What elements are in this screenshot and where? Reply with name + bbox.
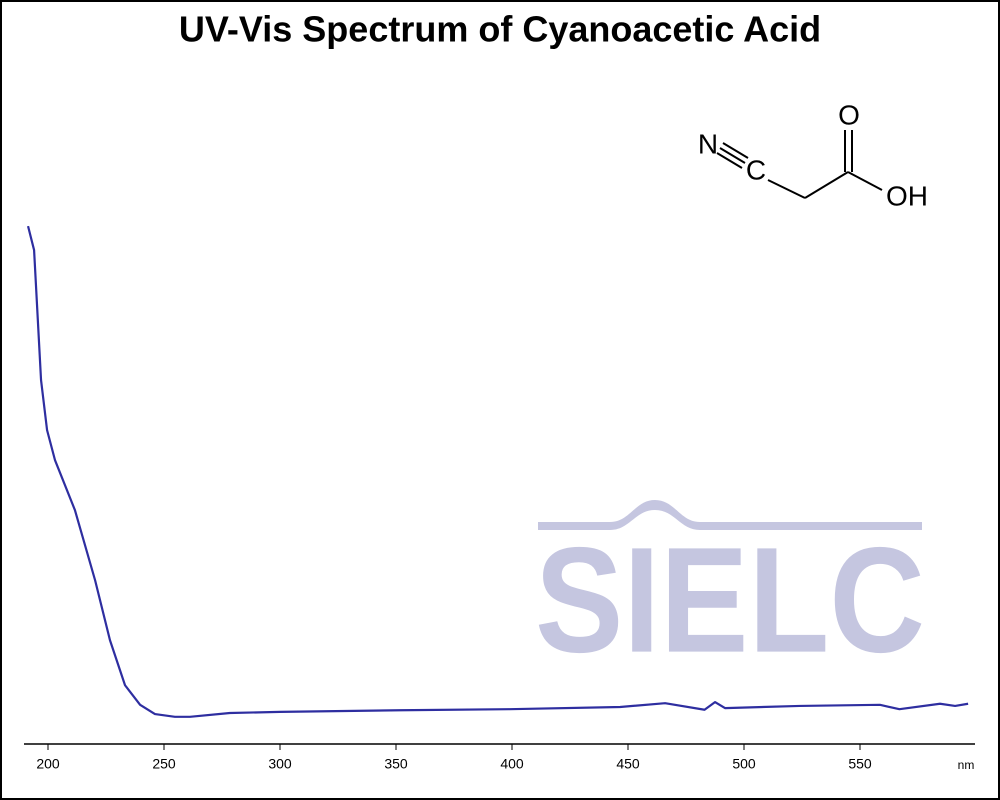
x-tick-label: 500 — [732, 756, 756, 772]
bond — [716, 152, 743, 169]
molecule — [716, 130, 883, 199]
x-tick-label: 350 — [384, 756, 408, 772]
watermark: SIELC — [535, 500, 925, 684]
atom-label: O — [838, 99, 860, 130]
bond — [804, 171, 849, 199]
x-tick-label: 300 — [268, 756, 292, 772]
atom-label: N — [698, 128, 718, 159]
x-tick-label: 250 — [152, 756, 176, 772]
watermark-text: SIELC — [535, 516, 925, 684]
atom-label: C — [746, 154, 766, 185]
watermark-swoosh — [538, 500, 922, 530]
x-tick-label: 450 — [616, 756, 640, 772]
bond — [847, 171, 883, 191]
bond — [767, 179, 806, 199]
x-tick-label: 400 — [500, 756, 524, 772]
x-tick-label: 200 — [36, 756, 60, 772]
chart-title: UV-Vis Spectrum of Cyanoacetic Acid — [179, 9, 821, 50]
spectrum-line — [26, 225, 969, 718]
atom-label: OH — [886, 180, 928, 211]
bond — [722, 142, 749, 159]
bond — [719, 147, 746, 164]
x-axis-label: nm — [958, 758, 975, 772]
x-tick-label: 550 — [848, 756, 872, 772]
